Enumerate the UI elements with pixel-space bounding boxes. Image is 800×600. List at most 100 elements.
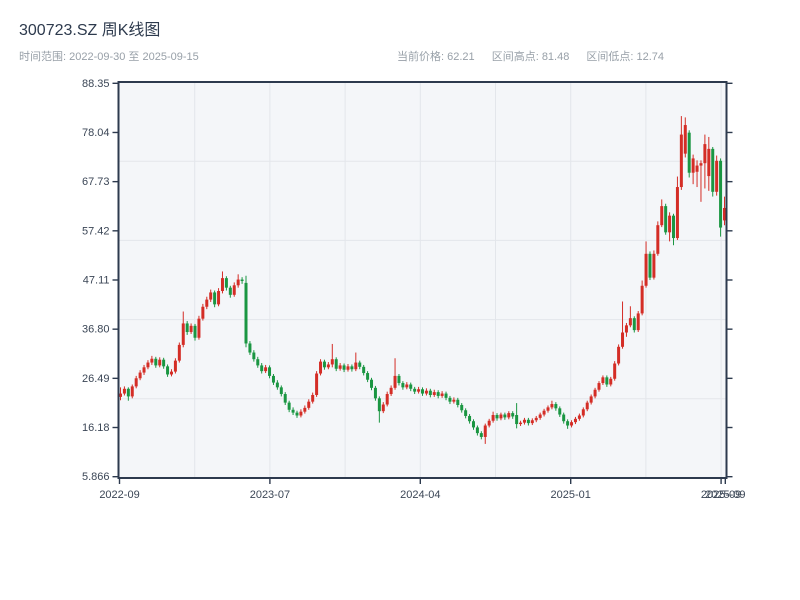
- candle-body: [519, 422, 523, 425]
- candle-body: [315, 373, 319, 395]
- candle-body: [342, 365, 346, 370]
- date-range-label: 时间范围: 2022-09-30 至 2025-09-15: [19, 51, 199, 63]
- candle-body: [248, 343, 252, 353]
- candle-body: [346, 366, 350, 370]
- candle-body: [636, 313, 640, 331]
- candle-body: [201, 306, 205, 319]
- candle-body: [413, 388, 417, 392]
- candle-body: [279, 387, 283, 395]
- y-tick-label: 26.49: [82, 373, 110, 385]
- candle-body: [173, 360, 177, 372]
- candle-body: [660, 206, 664, 226]
- candle-body: [232, 285, 236, 295]
- candle-body: [162, 359, 166, 367]
- candle-body: [405, 384, 409, 388]
- candle-body: [119, 393, 122, 397]
- candle-body: [699, 163, 703, 166]
- candle-body: [648, 253, 652, 278]
- candle-body: [177, 344, 181, 361]
- candle-body: [260, 365, 264, 372]
- y-tick-label: 57.42: [82, 225, 110, 237]
- candle-body: [448, 397, 452, 402]
- candle-body: [154, 358, 158, 366]
- candle-body: [166, 366, 170, 375]
- candle-body: [668, 215, 672, 233]
- candle-body: [417, 389, 421, 392]
- candle-body: [295, 412, 299, 416]
- candle-body: [146, 362, 150, 368]
- x-tick-label: 2025-09: [705, 489, 745, 501]
- range-low-stat: 区间低点: 12.74: [586, 51, 665, 63]
- candle-body: [185, 323, 189, 333]
- candle-body: [358, 362, 362, 367]
- candle-body: [244, 282, 248, 344]
- candle-body: [503, 414, 507, 418]
- candle-body: [158, 359, 162, 366]
- candle-body: [530, 420, 534, 424]
- candle-body: [350, 366, 354, 370]
- candle-body: [471, 421, 475, 428]
- candle-body: [142, 367, 146, 373]
- candle-body: [479, 433, 483, 437]
- candle-body: [499, 414, 503, 419]
- candle-body: [691, 158, 695, 173]
- candle-body: [307, 401, 311, 408]
- candle-body: [652, 253, 656, 278]
- candle-body: [566, 421, 570, 426]
- candle-body: [217, 291, 221, 305]
- candle-body: [617, 346, 621, 364]
- y-tick-label: 16.18: [82, 422, 110, 434]
- candle-body: [409, 384, 413, 389]
- candle-body: [515, 415, 519, 425]
- candle-body: [452, 399, 456, 402]
- candle-body: [370, 379, 374, 388]
- candle-body: [366, 373, 370, 380]
- candle-body: [126, 388, 130, 397]
- candle-body: [632, 318, 636, 331]
- candle-body: [719, 160, 723, 228]
- candle-body: [444, 393, 448, 398]
- candle-body: [558, 408, 562, 415]
- candle-body: [138, 372, 142, 379]
- candle-body: [432, 392, 436, 395]
- candle-body: [550, 404, 554, 408]
- candle-body: [330, 359, 334, 365]
- x-tick-label: 2022-09: [99, 489, 139, 501]
- candle-body: [236, 279, 240, 286]
- candle-body: [319, 361, 323, 374]
- candle-body: [687, 132, 691, 173]
- x-tick-label: 2023-07: [250, 489, 290, 501]
- candle-body: [299, 411, 303, 416]
- candle-body: [597, 383, 601, 390]
- candle-body: [213, 292, 217, 305]
- x-tick-label: 2024-04: [400, 489, 440, 501]
- candle-body: [373, 387, 377, 399]
- candle-body: [134, 378, 138, 387]
- candle-body: [256, 359, 260, 366]
- candle-body: [252, 352, 256, 360]
- y-tick-label: 47.11: [83, 274, 110, 286]
- candle-body: [573, 418, 577, 423]
- candle-body: [487, 420, 491, 426]
- candle-body: [228, 287, 232, 295]
- page-title: 300723.SZ 周K线图: [19, 22, 161, 39]
- candle-body: [593, 389, 597, 397]
- candle-body: [354, 362, 358, 370]
- candle-body: [507, 413, 511, 418]
- candle-body: [268, 367, 272, 376]
- candle-body: [683, 125, 687, 154]
- candle-body: [468, 415, 472, 422]
- candle-body: [672, 215, 676, 239]
- candle-body: [377, 398, 381, 412]
- candle-body: [644, 253, 648, 286]
- y-tick-label: 36.80: [82, 324, 110, 336]
- candle-body: [679, 134, 683, 188]
- candle-body: [169, 371, 173, 375]
- candle-body: [264, 367, 268, 372]
- candle-body: [534, 417, 538, 421]
- candle-body: [605, 377, 609, 385]
- candle-body: [656, 225, 660, 254]
- x-tick-label: 2025-01: [551, 489, 591, 501]
- candle-body: [220, 278, 224, 292]
- candle-body: [581, 409, 585, 416]
